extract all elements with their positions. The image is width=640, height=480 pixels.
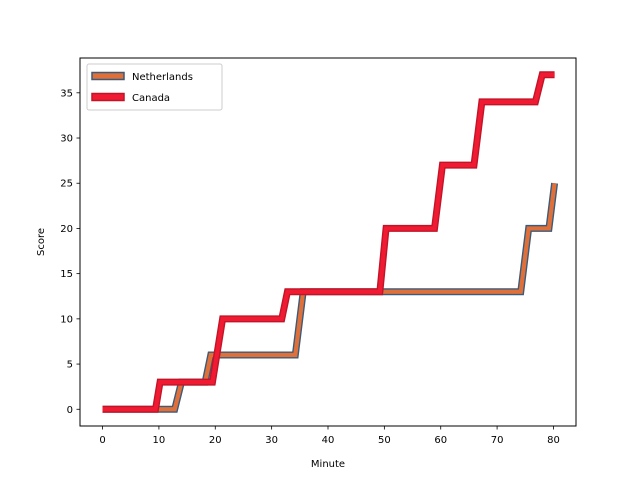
legend-swatch-netherlands bbox=[91, 71, 125, 81]
y-tick-label: 35 bbox=[60, 88, 73, 99]
x-axis: 0 10 20 30 40 50 60 70 80 bbox=[99, 426, 560, 446]
x-tick-label: 60 bbox=[434, 435, 447, 446]
x-tick-label: 30 bbox=[265, 435, 278, 446]
x-tick-label: 40 bbox=[322, 435, 335, 446]
series-layer bbox=[102, 71, 559, 413]
y-tick-label: 15 bbox=[60, 269, 73, 280]
x-tick-label: 10 bbox=[153, 435, 166, 446]
x-axis-label: Minute bbox=[311, 459, 345, 470]
x-tick-label: 20 bbox=[209, 435, 222, 446]
x-tick-label: 70 bbox=[491, 435, 504, 446]
y-tick-label: 25 bbox=[60, 179, 73, 190]
y-tick-label: 0 bbox=[67, 405, 73, 416]
legend-label-netherlands: Netherlands bbox=[132, 72, 193, 83]
y-tick-label: 20 bbox=[60, 224, 73, 235]
series-line-canada bbox=[102, 72, 555, 412]
legend: Netherlands Canada bbox=[86, 63, 223, 111]
y-axis-label: Score bbox=[36, 228, 47, 256]
legend-label-canada: Canada bbox=[132, 93, 170, 104]
plot-background bbox=[80, 58, 576, 426]
x-tick-label: 50 bbox=[378, 435, 391, 446]
legend-swatch-canada bbox=[91, 92, 125, 102]
series-line-netherlands bbox=[102, 182, 557, 412]
y-axis: 0 5 10 15 20 25 30 35 bbox=[60, 88, 80, 416]
y-tick-label: 10 bbox=[60, 314, 73, 325]
x-tick-label: 0 bbox=[99, 435, 105, 446]
y-tick-label: 30 bbox=[60, 134, 73, 145]
x-tick-label: 80 bbox=[547, 435, 560, 446]
y-tick-label: 5 bbox=[67, 360, 73, 371]
